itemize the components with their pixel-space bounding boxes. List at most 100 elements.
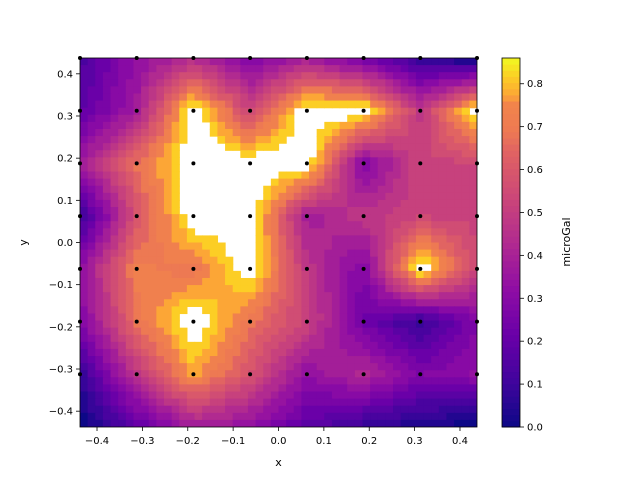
contour-cell bbox=[286, 299, 295, 307]
contour-cell bbox=[156, 419, 165, 427]
contour-cell bbox=[247, 277, 257, 286]
contour-cell bbox=[95, 370, 104, 378]
contour-cell bbox=[393, 348, 402, 357]
contour-cell bbox=[263, 327, 272, 336]
contour-cell bbox=[347, 285, 356, 293]
contour-cell bbox=[461, 192, 470, 201]
contour-cell bbox=[377, 128, 386, 137]
contour-cell bbox=[209, 65, 219, 73]
contour-cell bbox=[217, 412, 226, 421]
contour-cell bbox=[217, 292, 226, 300]
contour-cell bbox=[80, 384, 89, 393]
contour-cell bbox=[301, 228, 310, 237]
contour-cell bbox=[347, 405, 356, 414]
contour-cell bbox=[339, 199, 348, 208]
contour-cell bbox=[438, 214, 448, 222]
contour-cell bbox=[263, 256, 272, 265]
contour-cell bbox=[87, 348, 96, 357]
contour-cell bbox=[400, 370, 409, 378]
contour-cell bbox=[148, 107, 157, 116]
contour-cell bbox=[400, 363, 409, 371]
contour-cell bbox=[217, 256, 226, 265]
contour-cell bbox=[255, 277, 264, 286]
contour-cell bbox=[194, 341, 203, 350]
contour-cell bbox=[400, 207, 409, 215]
contour-cell bbox=[102, 306, 112, 315]
contour-cell bbox=[331, 348, 341, 357]
contour-cell bbox=[270, 377, 280, 386]
contour-cell bbox=[95, 114, 104, 123]
contour-cell bbox=[95, 356, 104, 364]
contour-cell bbox=[301, 178, 310, 187]
contour-cell bbox=[270, 306, 280, 315]
contour-cell bbox=[377, 235, 386, 244]
contour-cell bbox=[125, 228, 135, 237]
contour-cell bbox=[415, 256, 425, 265]
contour-cell bbox=[377, 377, 386, 386]
contour-cell bbox=[217, 65, 226, 73]
contour-cell bbox=[133, 136, 142, 144]
contour-cell bbox=[393, 327, 402, 336]
contour-cell bbox=[324, 334, 333, 343]
contour-cell bbox=[110, 377, 119, 386]
contour-cell bbox=[148, 263, 157, 272]
contour-cell bbox=[225, 320, 234, 329]
contour-cell bbox=[469, 270, 477, 279]
contour-cell bbox=[247, 58, 257, 66]
contour-cell bbox=[431, 270, 440, 279]
contour-cell bbox=[316, 299, 325, 307]
contour-cell bbox=[163, 136, 173, 144]
contour-cell bbox=[354, 419, 364, 427]
contour-cell bbox=[278, 263, 287, 272]
contour-cell bbox=[339, 384, 348, 393]
contour-cell bbox=[133, 242, 142, 251]
contour-cell bbox=[454, 377, 463, 386]
contour-cell bbox=[370, 256, 379, 265]
contour-cell bbox=[423, 363, 432, 371]
contour-cell bbox=[331, 185, 341, 194]
contour-cell bbox=[454, 164, 463, 173]
contour-cell bbox=[263, 419, 272, 427]
contour-cell bbox=[385, 285, 394, 293]
contour-cell bbox=[255, 128, 264, 137]
contour-cell bbox=[217, 79, 226, 87]
contour-cell bbox=[247, 86, 257, 95]
contour-cell bbox=[301, 285, 310, 293]
contour-cell bbox=[255, 363, 264, 371]
colorbar-label: microGal bbox=[560, 217, 573, 266]
contour-cell bbox=[400, 86, 409, 95]
contour-cell bbox=[377, 107, 386, 116]
contour-cell bbox=[286, 341, 295, 350]
contour-cell bbox=[408, 370, 417, 378]
contour-cell bbox=[217, 391, 226, 400]
contour-cell bbox=[110, 270, 119, 279]
contour-cell bbox=[385, 65, 394, 73]
contour-cell bbox=[316, 313, 325, 322]
contour-cell bbox=[118, 348, 127, 357]
colorbar-segment bbox=[502, 377, 520, 385]
contour-cell bbox=[377, 199, 386, 208]
contour-cell bbox=[133, 164, 142, 173]
colorbar-segment bbox=[502, 304, 520, 311]
contour-cell bbox=[80, 65, 89, 73]
contour-cell bbox=[347, 114, 356, 123]
contour-cell bbox=[202, 235, 211, 244]
contour-cell bbox=[309, 313, 318, 322]
contour-cell bbox=[454, 199, 463, 208]
contour-cell bbox=[156, 192, 165, 201]
contour-cell bbox=[362, 235, 371, 244]
contour-cell bbox=[217, 58, 226, 66]
contour-cell bbox=[225, 306, 234, 315]
colorbar-segment bbox=[502, 181, 520, 188]
contour-cell bbox=[118, 412, 127, 421]
contour-cell bbox=[80, 391, 89, 400]
contour-cell bbox=[270, 221, 280, 229]
contour-cell bbox=[293, 356, 302, 364]
contour-cell bbox=[240, 136, 249, 144]
contour-cell bbox=[163, 384, 173, 393]
contour-cell bbox=[270, 299, 280, 307]
contour-cell bbox=[339, 419, 348, 427]
contour-cell bbox=[125, 363, 135, 371]
contour-cell bbox=[293, 214, 302, 222]
contour-cell bbox=[301, 86, 310, 95]
